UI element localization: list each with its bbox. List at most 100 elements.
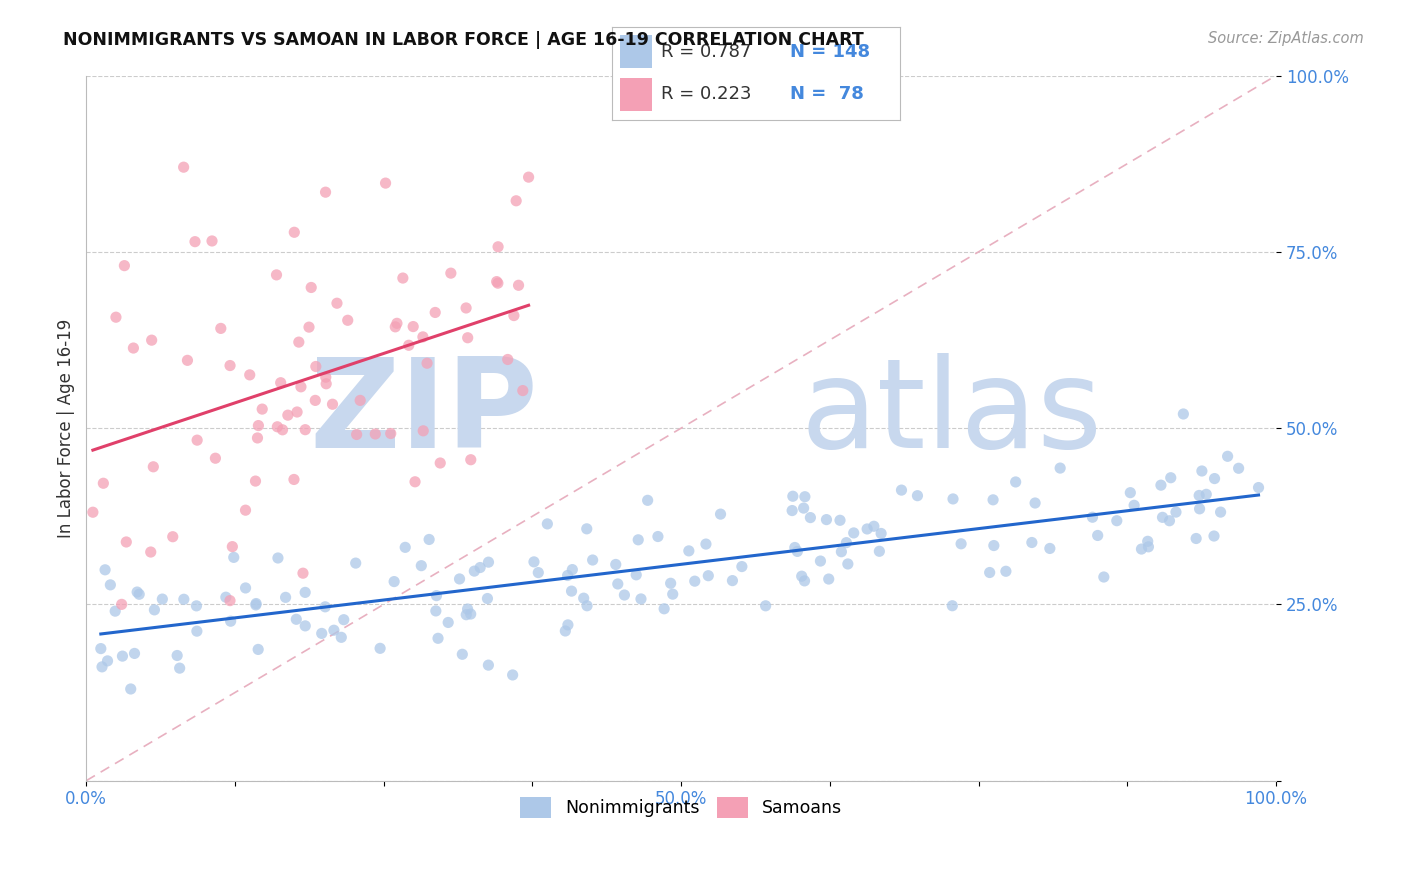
Point [512, 384, 534, 398]
Point [890, 483, 912, 497]
Point [1209, 505, 1232, 519]
Point [271, 423, 294, 437]
Point [837, 557, 859, 571]
Point [267, 551, 290, 566]
Point [222, 550, 245, 565]
Point [790, 569, 813, 583]
Point [449, 572, 471, 586]
Point [394, 541, 416, 555]
Point [380, 426, 402, 441]
Point [536, 516, 558, 531]
Point [793, 490, 815, 504]
Point [1160, 471, 1182, 485]
Point [637, 493, 659, 508]
Point [508, 278, 530, 293]
Point [456, 301, 478, 315]
Point [425, 305, 447, 319]
Point [141, 333, 163, 347]
Point [1081, 510, 1104, 524]
Point [368, 641, 391, 656]
Point [1204, 472, 1226, 486]
Point [364, 426, 387, 441]
Point [219, 593, 242, 607]
Point [1119, 485, 1142, 500]
Point [1024, 496, 1046, 510]
Point [437, 615, 460, 630]
Point [204, 451, 226, 466]
Point [294, 585, 316, 599]
Point [392, 271, 415, 285]
Point [250, 402, 273, 417]
Point [412, 424, 434, 438]
Point [104, 310, 127, 325]
Point [186, 599, 208, 613]
Point [90, 641, 112, 656]
Point [697, 568, 720, 582]
Point [523, 555, 546, 569]
Point [575, 522, 598, 536]
Point [291, 566, 314, 581]
Point [128, 587, 150, 601]
Text: N = 148: N = 148 [790, 43, 870, 61]
Point [557, 618, 579, 632]
Point [246, 431, 269, 445]
Point [1130, 542, 1153, 557]
Point [326, 296, 349, 310]
Text: R = 0.223: R = 0.223 [661, 85, 751, 103]
Point [427, 632, 450, 646]
Point [468, 560, 491, 574]
Point [477, 658, 499, 673]
Point [1004, 475, 1026, 489]
Point [82, 505, 104, 519]
Y-axis label: In Labor Force | Age 16-19: In Labor Force | Age 16-19 [58, 318, 75, 538]
Point [344, 556, 367, 570]
Point [120, 681, 142, 696]
Point [870, 526, 893, 541]
Point [1087, 528, 1109, 542]
Point [1164, 505, 1187, 519]
Point [235, 503, 257, 517]
Point [245, 474, 267, 488]
Point [247, 418, 270, 433]
Point [1092, 570, 1115, 584]
Point [817, 572, 839, 586]
Point [166, 648, 188, 663]
Point [1185, 532, 1208, 546]
Point [561, 563, 583, 577]
Point [142, 459, 165, 474]
Point [115, 535, 138, 549]
Point [283, 473, 305, 487]
Point [981, 492, 1004, 507]
Point [457, 602, 479, 616]
Point [1123, 498, 1146, 512]
Point [91, 660, 114, 674]
Point [266, 419, 288, 434]
Point [235, 581, 257, 595]
Point [209, 321, 232, 335]
Point [173, 592, 195, 607]
Point [793, 501, 815, 516]
Point [1039, 541, 1062, 556]
Point [1188, 488, 1211, 502]
Point [1173, 407, 1195, 421]
Point [382, 574, 405, 589]
Point [398, 338, 420, 352]
Point [93, 476, 115, 491]
Point [994, 564, 1017, 578]
Text: R = 0.787: R = 0.787 [661, 43, 751, 61]
Point [1137, 540, 1160, 554]
Point [336, 313, 359, 327]
Point [94, 563, 117, 577]
Point [485, 275, 508, 289]
Point [288, 335, 311, 350]
Point [830, 545, 852, 559]
Point [1021, 535, 1043, 549]
Point [1195, 487, 1218, 501]
Point [219, 614, 242, 628]
Point [440, 266, 463, 280]
Point [907, 489, 929, 503]
Point [385, 316, 408, 330]
Point [477, 555, 499, 569]
Point [184, 235, 207, 249]
Point [311, 626, 333, 640]
